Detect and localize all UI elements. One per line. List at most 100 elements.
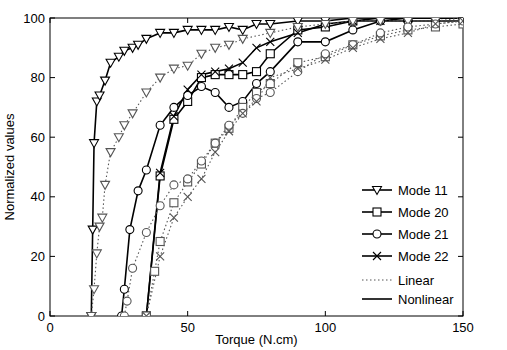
- data-point: [95, 92, 104, 100]
- data-point: [224, 23, 233, 31]
- y-tick-right: [458, 316, 463, 317]
- data-point: [123, 297, 131, 305]
- series-line: [146, 18, 463, 316]
- x-tick-top: [50, 18, 51, 23]
- plot-frame: [50, 18, 463, 316]
- data-point: [128, 110, 137, 118]
- data-point: [431, 20, 439, 28]
- x-tick: [50, 311, 51, 316]
- data-point: [120, 285, 128, 293]
- data-point: [349, 18, 357, 25]
- data-point: [134, 187, 142, 195]
- legend-style-line: [362, 298, 392, 300]
- data-point: [197, 50, 206, 58]
- x-tick: [463, 311, 464, 316]
- chart: 050100150020406080100Torque (N.cm)Normal…: [0, 0, 507, 350]
- data-point: [114, 53, 123, 61]
- series-line: [91, 18, 463, 316]
- legend-label: Mode 11: [398, 183, 448, 198]
- data-point: [321, 38, 329, 46]
- data-point: [197, 71, 205, 79]
- legend-marker: [373, 252, 381, 260]
- data-point: [184, 193, 192, 201]
- data-point: [197, 175, 205, 183]
- series-line: [124, 21, 463, 316]
- data-point: [211, 44, 220, 52]
- data-point: [156, 74, 165, 82]
- data-point: [156, 202, 164, 210]
- legend-style-line: [362, 279, 392, 280]
- data-point: [238, 26, 247, 34]
- data-point: [156, 169, 164, 177]
- data-point: [253, 44, 261, 52]
- data-point: [239, 59, 247, 67]
- data-point: [170, 214, 178, 222]
- data-point: [376, 35, 384, 43]
- data-point: [211, 148, 219, 156]
- data-point: [294, 65, 302, 73]
- data-point: [239, 109, 247, 117]
- data-point: [88, 226, 97, 234]
- data-point: [266, 20, 275, 28]
- data-point: [170, 181, 178, 189]
- data-point: [151, 267, 159, 275]
- y-tick-label: 0: [38, 309, 45, 324]
- data-point: [348, 18, 357, 25]
- legend-label: Mode 21: [398, 227, 449, 242]
- data-point: [431, 20, 439, 28]
- data-point: [459, 18, 463, 25]
- data-point: [224, 41, 233, 49]
- y-tick-label: 80: [31, 70, 45, 85]
- data-point: [169, 29, 178, 37]
- data-point: [184, 86, 192, 94]
- data-point: [106, 149, 115, 157]
- data-point: [459, 18, 463, 25]
- data-point: [183, 62, 192, 70]
- data-point: [90, 286, 99, 294]
- data-point: [197, 157, 205, 165]
- plot-area: [87, 18, 463, 316]
- legend-style-label: Nonlinear: [398, 292, 454, 307]
- data-point: [142, 166, 150, 174]
- data-point: [211, 89, 219, 97]
- legend-marker: [373, 187, 382, 195]
- data-point: [253, 80, 261, 88]
- data-point: [376, 18, 384, 25]
- y-tick-right: [458, 137, 463, 138]
- data-point: [101, 77, 110, 85]
- data-point: [253, 97, 261, 105]
- legend-marker: [373, 208, 381, 216]
- y-tick-right: [458, 196, 463, 197]
- legend-label: Mode 22: [398, 249, 449, 264]
- data-point: [239, 71, 247, 79]
- data-point: [95, 223, 104, 231]
- legend-marker: [373, 230, 381, 238]
- y-tick-label: 40: [31, 189, 45, 204]
- data-point: [211, 68, 219, 76]
- y-tick: [50, 316, 55, 317]
- series-line: [146, 18, 463, 316]
- y-tick: [50, 196, 55, 197]
- data-point: [170, 103, 178, 111]
- data-point: [266, 38, 274, 46]
- data-point: [376, 18, 385, 25]
- data-point: [142, 312, 150, 316]
- data-point: [184, 175, 192, 183]
- data-point: [238, 35, 247, 43]
- data-point: [142, 312, 150, 316]
- y-tick: [50, 256, 55, 257]
- data-point: [156, 29, 165, 37]
- data-point: [156, 121, 164, 129]
- data-point: [349, 44, 357, 52]
- data-point: [120, 122, 129, 130]
- data-point: [239, 109, 247, 117]
- data-point: [126, 226, 134, 234]
- x-tick-label: 50: [180, 320, 194, 335]
- series-line: [122, 21, 463, 316]
- x-tick: [187, 311, 188, 316]
- data-point: [142, 312, 150, 316]
- legend-style-label: Linear: [398, 273, 435, 288]
- series-line: [91, 18, 463, 316]
- data-point: [321, 20, 329, 28]
- data-point: [197, 26, 206, 34]
